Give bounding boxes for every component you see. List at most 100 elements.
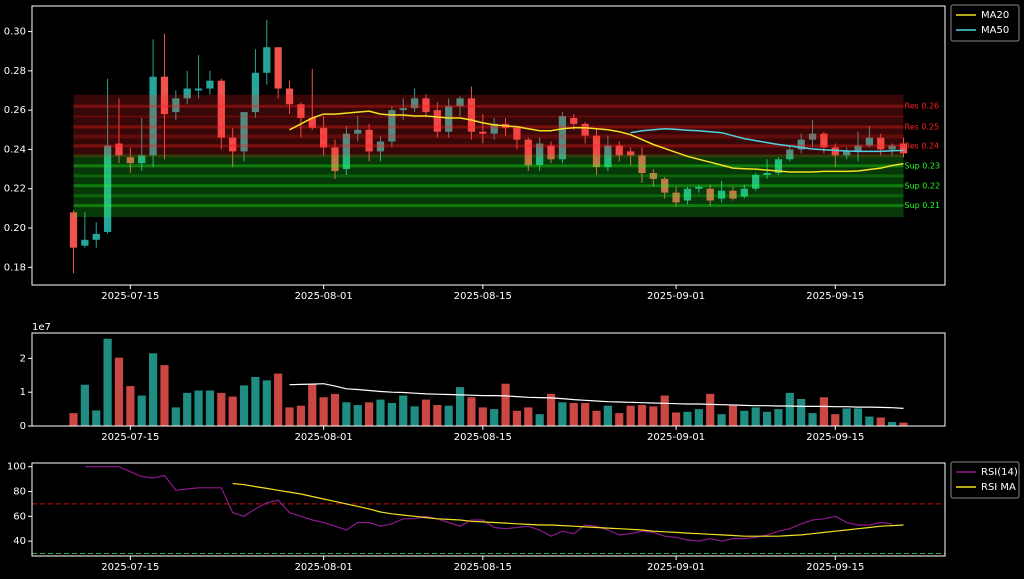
volume-bar (762, 411, 772, 426)
y-tick-label: 80 (13, 487, 26, 498)
volume-bar (649, 406, 658, 426)
candle-body (683, 188, 692, 201)
x-tick-label: 2025-09-15 (806, 562, 864, 573)
candle-body (285, 88, 294, 105)
candle-body (92, 233, 100, 240)
volume-bar (228, 396, 237, 426)
volume-bar (581, 403, 590, 426)
candle-body (251, 72, 260, 113)
volume-bar (672, 412, 681, 426)
volume-bar (444, 405, 453, 426)
candle-body (172, 98, 180, 113)
x-tick-label: 2025-08-15 (454, 291, 512, 302)
volume-bar (706, 393, 715, 426)
volume-bar (797, 398, 806, 426)
candle-body (581, 123, 589, 136)
y-tick-label: 0.26 (4, 105, 26, 116)
legend-label: MA50 (981, 25, 1009, 36)
y-tick-label: 40 (13, 536, 26, 547)
candle-body (490, 123, 498, 134)
volume-bar (171, 407, 180, 426)
volume-bar (103, 338, 112, 426)
candle-body (410, 98, 419, 109)
volume-bar (512, 410, 522, 426)
candle-body (308, 117, 316, 128)
candle-body (81, 239, 89, 246)
candle-body (297, 104, 305, 118)
x-tick-label: 2025-07-15 (101, 562, 159, 573)
legend-box (950, 461, 1020, 499)
volume-bar (774, 409, 783, 426)
y-tick-label: 100 (7, 462, 26, 473)
candle-body (115, 143, 123, 156)
volume-bar (80, 384, 89, 426)
y-tick-label: 0.18 (4, 262, 26, 273)
line (289, 110, 904, 173)
candle-body (592, 135, 601, 168)
candle-body (604, 145, 612, 168)
candle-body (103, 145, 112, 232)
level-zone (73, 134, 904, 158)
candle-body (786, 149, 794, 160)
volume-bar (876, 417, 885, 426)
x-tick-label: 2025-09-01 (647, 291, 705, 302)
candle-body (433, 110, 441, 132)
volume-bar (467, 397, 476, 426)
level-label: Res 0.24 (905, 141, 940, 150)
candle-body (820, 133, 828, 148)
x-tick-label: 2025-09-01 (647, 562, 705, 573)
volume-bar (274, 373, 283, 426)
volume-bar (637, 405, 647, 426)
x-tick-label: 2025-08-01 (295, 291, 353, 302)
volume-bar (615, 413, 624, 426)
volume-bar (455, 387, 465, 426)
candle-body (638, 155, 646, 174)
candle-body (274, 47, 282, 89)
volume-bar (126, 386, 135, 426)
candle-body (752, 174, 760, 189)
volume-bar (558, 402, 567, 426)
candle-body (399, 108, 407, 111)
candle-body (160, 76, 169, 115)
level-label: Sup 0.21 (905, 201, 941, 210)
volume-bar (694, 409, 703, 426)
volume-bar (831, 414, 840, 426)
candle-body (240, 112, 248, 152)
level-zone (73, 115, 904, 139)
y-tick-label: 0.20 (4, 223, 26, 234)
volume-bar (535, 414, 544, 426)
candle-body (138, 155, 146, 164)
volume-bar (387, 403, 396, 426)
axes-frame (31, 332, 946, 427)
volume-bar (819, 397, 829, 426)
candle-body (626, 151, 635, 156)
y-tick-label: 0.24 (4, 144, 26, 155)
volume-bar (148, 353, 158, 426)
volume-bar (853, 408, 863, 426)
volume-bar (728, 405, 738, 426)
candle-body (661, 178, 669, 193)
candle-body (649, 173, 658, 179)
candle-body (194, 88, 203, 91)
candle-body (740, 188, 748, 197)
volume-bar (376, 399, 385, 426)
legend-box (950, 4, 1020, 42)
volume-bar (603, 405, 612, 426)
candle-body (126, 157, 134, 164)
candle-body (376, 141, 385, 152)
y-tick-label: 2 (20, 353, 26, 364)
y-tick-label: 0.28 (4, 66, 26, 77)
candle-body (183, 88, 191, 99)
x-tick-label: 2025-09-15 (806, 291, 864, 302)
volume-bar (92, 410, 101, 426)
candle-body (558, 116, 567, 160)
candle-body (854, 145, 862, 152)
candle-body (331, 147, 339, 172)
candle-body (536, 143, 544, 166)
x-tick-label: 2025-08-01 (295, 432, 353, 443)
volume-bar (205, 390, 215, 426)
candle-body (354, 129, 362, 134)
y-tick-label: 1 (20, 387, 26, 398)
candle-body (365, 129, 373, 152)
